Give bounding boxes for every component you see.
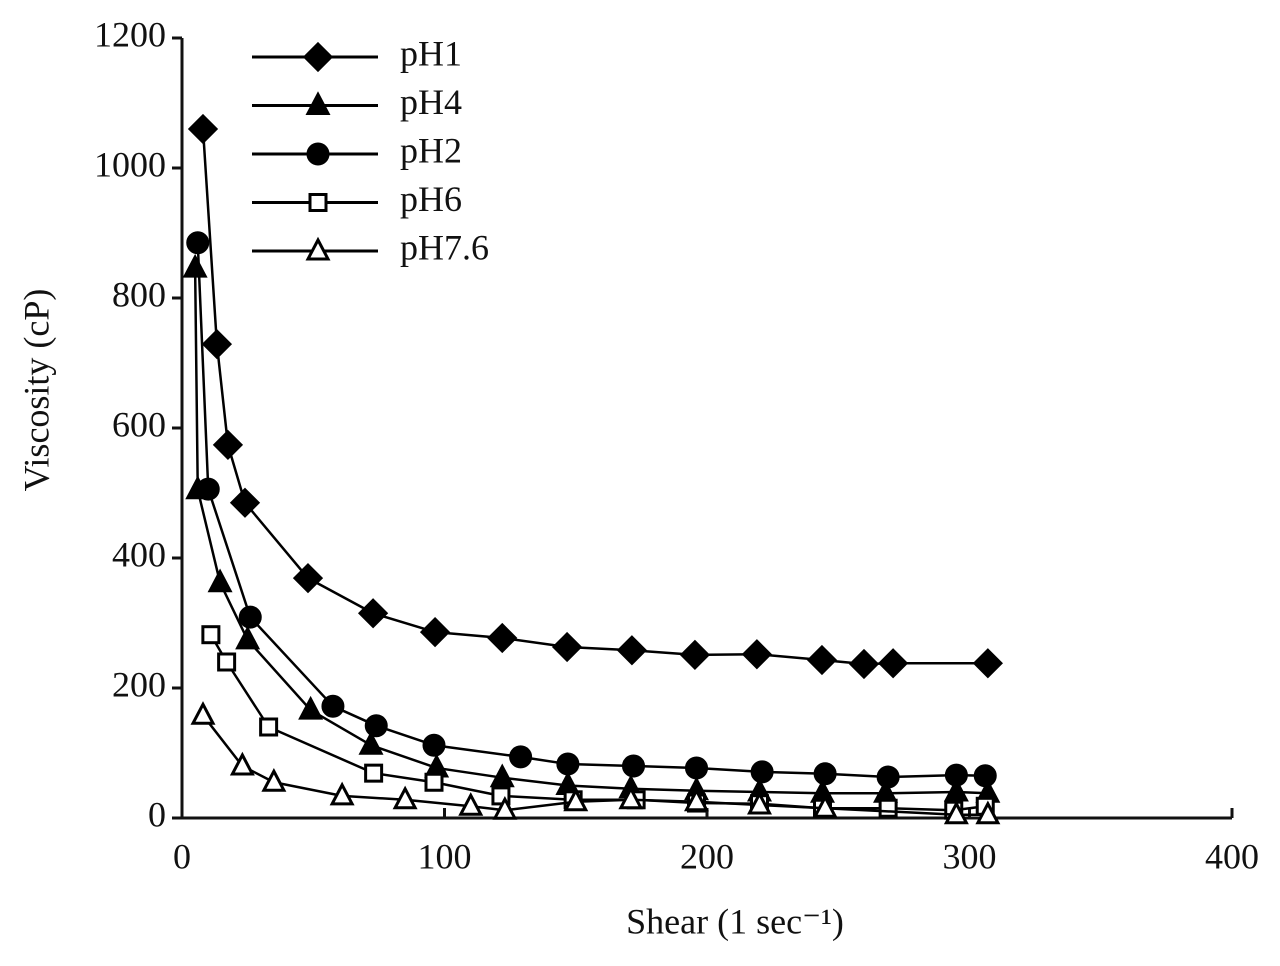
- data-point: [235, 625, 261, 650]
- y-tick-label: 0: [148, 794, 166, 834]
- legend-label: pH4: [400, 82, 462, 122]
- data-point: [424, 772, 444, 792]
- data-point: [509, 745, 533, 769]
- x-axis-label: Shear (1 sec⁻¹): [626, 901, 844, 941]
- data-point: [616, 635, 648, 666]
- x-tick-label: 300: [943, 836, 997, 876]
- data-point: [741, 639, 772, 670]
- data-point: [618, 785, 644, 810]
- data-point: [877, 648, 909, 679]
- data-point: [458, 792, 484, 816]
- y-tick-label: 1200: [94, 14, 166, 54]
- data-point: [810, 779, 835, 803]
- data-point: [973, 764, 997, 788]
- y-tick-label: 200: [112, 664, 166, 704]
- series-line: [202, 714, 988, 816]
- data-point: [944, 763, 968, 787]
- data-point: [229, 751, 255, 776]
- x-tick-label: 0: [173, 836, 191, 876]
- legend-marker: [308, 193, 328, 212]
- data-point: [622, 754, 645, 778]
- data-point: [750, 760, 774, 784]
- series-line: [196, 242, 986, 779]
- data-point: [876, 765, 900, 789]
- x-tick-label: 200: [680, 836, 734, 876]
- data-point: [207, 568, 233, 593]
- data-point: [229, 487, 261, 518]
- y-tick-label: 800: [112, 274, 166, 314]
- data-point: [259, 717, 279, 737]
- data-point: [182, 253, 208, 278]
- y-axis-label: Viscosity (cP): [16, 289, 56, 492]
- x-tick-label: 100: [418, 836, 472, 876]
- data-point: [201, 329, 233, 360]
- legend-label: pH2: [400, 130, 462, 170]
- data-point: [238, 605, 262, 629]
- data-point: [812, 794, 838, 818]
- legend-marker: [306, 142, 330, 166]
- data-point: [292, 563, 324, 594]
- data-point: [419, 616, 451, 648]
- data-point: [190, 701, 216, 725]
- legend-marker: [305, 91, 331, 115]
- data-point: [848, 648, 880, 680]
- data-point: [489, 763, 515, 788]
- data-point: [556, 752, 580, 776]
- legend-marker: [305, 236, 331, 261]
- legend-label: pH7.6: [400, 227, 489, 267]
- data-point: [422, 733, 446, 757]
- x-tick-label: 400: [1205, 836, 1259, 876]
- data-point: [329, 781, 355, 806]
- data-point: [563, 787, 589, 812]
- legend-label: pH6: [400, 179, 462, 219]
- data-point: [187, 113, 219, 145]
- data-point: [492, 795, 518, 820]
- data-point: [551, 631, 583, 663]
- data-point: [186, 231, 210, 255]
- legend-marker: [302, 41, 334, 73]
- data-point: [972, 648, 1003, 679]
- data-point: [747, 790, 772, 815]
- data-point: [364, 714, 388, 738]
- data-point: [685, 756, 708, 780]
- legend-label: pH1: [400, 33, 462, 73]
- y-tick-label: 1000: [94, 144, 166, 184]
- series-line: [193, 268, 988, 795]
- data-point: [487, 622, 518, 654]
- data-point: [813, 762, 837, 786]
- data-point: [201, 625, 221, 645]
- data-point: [217, 652, 237, 672]
- data-point: [806, 644, 838, 676]
- data-point: [357, 598, 389, 629]
- data-point: [196, 477, 220, 501]
- data-point: [261, 768, 287, 792]
- y-tick-label: 400: [112, 534, 166, 574]
- data-point: [298, 695, 324, 720]
- data-point: [321, 694, 345, 718]
- data-point: [684, 787, 709, 812]
- data-point: [878, 798, 898, 818]
- data-point: [943, 800, 969, 825]
- data-point: [358, 730, 384, 755]
- data-point: [364, 763, 384, 783]
- data-point: [212, 429, 244, 461]
- data-point: [975, 800, 1001, 825]
- y-tick-label: 600: [112, 404, 166, 444]
- series-line: [201, 128, 988, 666]
- data-point: [679, 639, 711, 670]
- data-point: [943, 777, 969, 802]
- data-point: [392, 785, 418, 810]
